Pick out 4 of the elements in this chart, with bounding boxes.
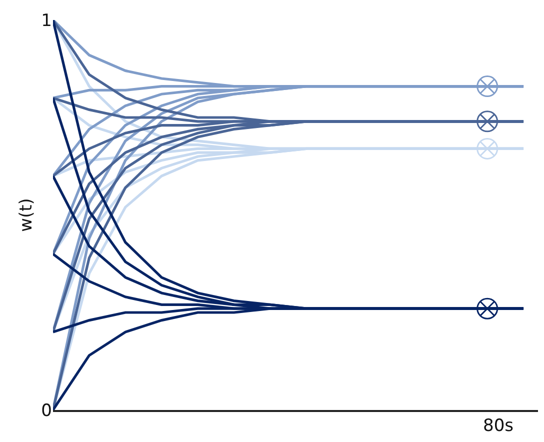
text: 80s — [483, 416, 514, 436]
y-axis-title: w(t) — [16, 198, 37, 232]
y-tick-label: 1 — [41, 10, 52, 31]
y-tick-label: 0 — [41, 400, 52, 421]
